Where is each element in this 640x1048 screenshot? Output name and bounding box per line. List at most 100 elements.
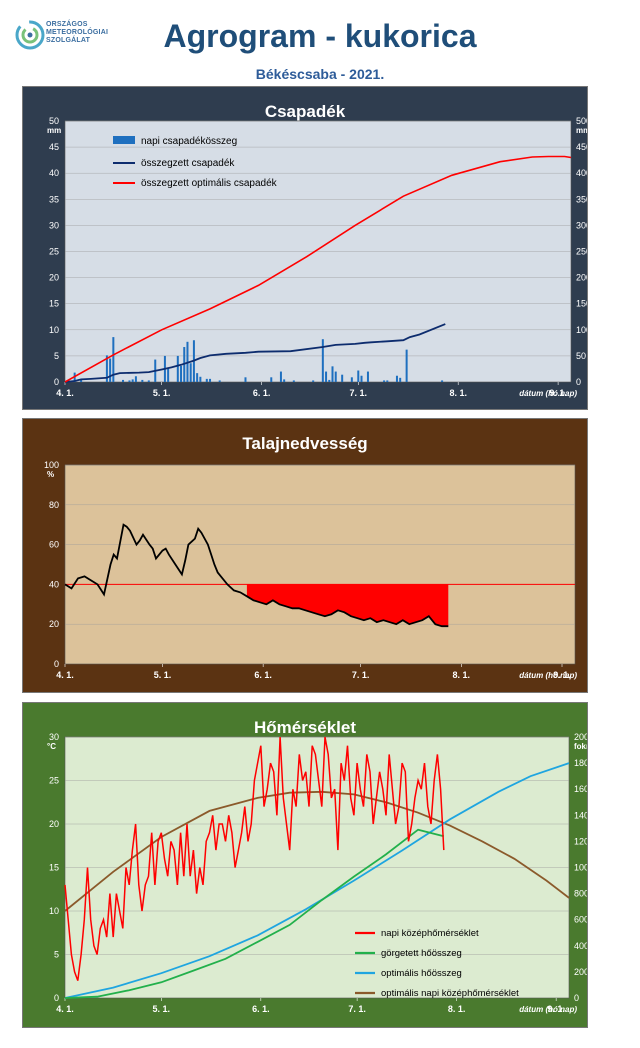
precip-bar bbox=[209, 378, 212, 382]
y-tick-label: 20 bbox=[49, 619, 59, 629]
y-tick-label: 30 bbox=[49, 220, 59, 230]
y2-tick-label: 1800 bbox=[574, 758, 587, 768]
daily-mean-temp-line bbox=[64, 736, 445, 981]
y2-tick-label: 2000 bbox=[574, 732, 587, 742]
y-unit-label: °C bbox=[47, 742, 56, 751]
y2-tick-label: 400 bbox=[574, 941, 587, 951]
soil-moisture-chart: Talajnedvesség 0 20 40 60 80 100% 4. 1. 5. 1. 6. … bbox=[23, 419, 587, 692]
y-tick-label: 80 bbox=[49, 500, 59, 510]
legend-label-3: optimális napi középhőmérséklet bbox=[381, 988, 519, 999]
precip-bar bbox=[405, 349, 408, 382]
x-axis-label: dátum (hó.nap) bbox=[519, 671, 577, 680]
precip-bar bbox=[270, 377, 273, 382]
y2-tick-label: 100 bbox=[576, 325, 587, 335]
y-tick-label: 15 bbox=[49, 299, 59, 309]
y-tick-label: 30 bbox=[49, 732, 59, 742]
header: ORSZÁGOS METEOROLÓGIAI SZOLGÁLAT Agrogra… bbox=[0, 0, 640, 86]
y-tick-label: 15 bbox=[49, 863, 59, 873]
y-tick-label: 5 bbox=[54, 950, 59, 960]
x-tick-label: 6. 1. bbox=[252, 1004, 270, 1014]
precip-bar bbox=[341, 374, 344, 382]
legend-label-cumulative: összegzett csapadék bbox=[141, 158, 235, 169]
y2-tick-label: 600 bbox=[574, 915, 587, 925]
precip-bar bbox=[325, 371, 328, 382]
y-tick-label: 40 bbox=[49, 579, 59, 589]
precip-bar bbox=[80, 379, 83, 382]
y2-tick-label: 1600 bbox=[574, 784, 587, 794]
precip-bar bbox=[105, 355, 108, 382]
legend-label-optimal: összegzett optimális csapadék bbox=[141, 178, 278, 189]
precip-bar bbox=[199, 376, 202, 382]
page-title: Agrogram - kukorica bbox=[163, 18, 477, 54]
precip-bar bbox=[131, 379, 134, 382]
chart-title: Talajnedvesség bbox=[242, 434, 367, 453]
chart-title: Csapadék bbox=[265, 102, 346, 121]
precip-bar bbox=[196, 373, 199, 382]
y2-unit-label: mm bbox=[576, 126, 587, 135]
legend-label-1: görgetett hőösszeg bbox=[381, 948, 462, 959]
precip-bar bbox=[279, 371, 282, 382]
precip-bar bbox=[312, 380, 315, 382]
y2-unit-label: foknap bbox=[574, 742, 587, 751]
precip-bar bbox=[134, 376, 137, 382]
precip-bar bbox=[334, 371, 337, 382]
y2-tick-label: 450 bbox=[576, 142, 587, 152]
y-tick-label: 50 bbox=[49, 116, 59, 126]
y2-tick-label: 200 bbox=[576, 273, 587, 283]
precip-bar bbox=[366, 371, 369, 382]
x-tick-label: 7. 1. bbox=[352, 670, 370, 680]
x-tick-label: 6. 1. bbox=[254, 670, 272, 680]
moisture-deficit-area bbox=[246, 584, 449, 627]
logo-line-2: METEOROLÓGIAI bbox=[46, 29, 109, 36]
chart-title: Hőmérséklet bbox=[254, 718, 356, 737]
precip-bar bbox=[386, 380, 389, 382]
precip-bar bbox=[321, 339, 324, 382]
precip-bar bbox=[399, 377, 402, 382]
y2-tick-label: 0 bbox=[576, 377, 581, 387]
x-tick-label: 5. 1. bbox=[154, 670, 172, 680]
x-tick-label: 9. 1. bbox=[553, 670, 571, 680]
temperature-panel: Hőmérséklet 0 5 10 15 20 25 30 °C 0 200 400 600 800 10… bbox=[22, 702, 588, 1028]
precip-bar bbox=[383, 380, 386, 382]
y2-tick-label: 50 bbox=[576, 351, 586, 361]
x-axis-label: dátum (hó.nap) bbox=[519, 389, 577, 398]
y-tick-label: 25 bbox=[49, 776, 59, 786]
y-unit-label: % bbox=[47, 470, 54, 479]
y2-tick-label: 0 bbox=[574, 993, 579, 1003]
logo-text: ORSZÁGOS METEOROLÓGIAI SZOLGÁLAT bbox=[46, 21, 108, 45]
precip-bar bbox=[180, 365, 183, 382]
precip-bar bbox=[176, 355, 179, 382]
y-tick-label: 5 bbox=[54, 351, 59, 361]
y-tick-label: 0 bbox=[54, 659, 59, 669]
precip-bar bbox=[441, 380, 444, 382]
y-unit-label: mm bbox=[47, 126, 61, 135]
y-tick-label: 0 bbox=[54, 377, 59, 387]
x-tick-label: 4. 1. bbox=[56, 670, 74, 680]
y-tick-label: 10 bbox=[49, 906, 59, 916]
x-tick-label: 9. 1. bbox=[549, 388, 567, 398]
precip-bar bbox=[109, 358, 112, 382]
precip-bar bbox=[283, 379, 286, 382]
precip-bar bbox=[331, 366, 334, 382]
x-tick-label: 5. 1. bbox=[153, 1004, 171, 1014]
x-tick-label: 4. 1. bbox=[56, 388, 74, 398]
precip-bar bbox=[147, 380, 150, 382]
y-tick-label: 100 bbox=[44, 460, 59, 470]
y2-tick-label: 1000 bbox=[574, 863, 587, 873]
legend-label-2: optimális hőösszeg bbox=[381, 968, 462, 979]
y2-tick-label: 1200 bbox=[574, 836, 587, 846]
soil-moisture-line bbox=[64, 523, 449, 628]
x-tick-label: 7. 1. bbox=[348, 1004, 366, 1014]
y-tick-label: 10 bbox=[49, 325, 59, 335]
plot-area bbox=[64, 464, 576, 665]
logo-line-3: SZOLGÁLAT bbox=[46, 37, 91, 44]
precip-bar bbox=[189, 363, 192, 382]
legend-swatch-daily bbox=[113, 136, 135, 144]
y-tick-label: 25 bbox=[49, 247, 59, 257]
precip-bar bbox=[350, 377, 353, 382]
omsz-logo-icon bbox=[15, 20, 45, 50]
x-tick-label: 5. 1. bbox=[153, 388, 171, 398]
precip-bar bbox=[122, 379, 125, 382]
precip-bar bbox=[395, 375, 398, 382]
y2-tick-label: 300 bbox=[576, 220, 587, 230]
